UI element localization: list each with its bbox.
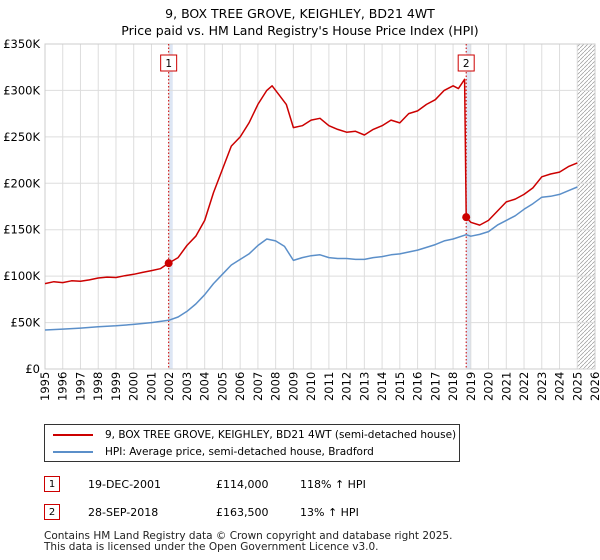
x-tick-label: 2021	[499, 372, 513, 401]
x-tick-label: 2017	[428, 372, 442, 401]
x-tick-label: 2024	[553, 372, 567, 401]
x-tick-label: 2003	[180, 372, 194, 401]
y-tick-label: £300K	[3, 83, 40, 97]
x-tick-label: 2007	[251, 372, 265, 401]
transaction-hpi: 13% ↑ HPI	[300, 505, 359, 519]
x-tick-label: 2012	[340, 372, 354, 401]
x-tick-label: 1997	[73, 372, 87, 401]
legend-label-property: 9, BOX TREE GROVE, KEIGHLEY, BD21 4WT (s…	[105, 429, 457, 441]
plot-area	[45, 44, 595, 369]
legend: 9, BOX TREE GROVE, KEIGHLEY, BD21 4WT (s…	[44, 424, 460, 462]
series-line-property	[44, 78, 578, 285]
forecast-region	[577, 44, 595, 369]
x-tick-label: 2001	[144, 372, 158, 401]
y-tick-label: £0	[25, 362, 40, 376]
x-tick-label: 1996	[56, 372, 70, 401]
y-tick-label: £350K	[3, 37, 40, 51]
x-tick-label: 2000	[127, 372, 141, 401]
transaction-badge: 2	[44, 504, 60, 520]
footer-line: Contains HM Land Registry data © Crown c…	[44, 530, 453, 542]
legend-label-hpi: HPI: Average price, semi-detached house,…	[105, 446, 374, 458]
annotation-label: 1	[165, 58, 172, 70]
sale-marker	[462, 213, 471, 222]
x-tick-label: 2004	[198, 372, 212, 401]
x-tick-label: 2022	[517, 372, 531, 401]
x-tick-label: 2026	[588, 372, 600, 401]
transaction-hpi: 118% ↑ HPI	[300, 477, 366, 491]
x-tick-label: 2002	[162, 372, 176, 401]
transaction-row: 1 19-DEC-2001 £114,000 118% ↑ HPI	[44, 475, 366, 493]
series-line-hpi	[44, 186, 578, 331]
legend-item-property: 9, BOX TREE GROVE, KEIGHLEY, BD21 4WT (s…	[53, 427, 456, 443]
x-tick-label: 2010	[304, 372, 318, 401]
x-tick-label: 2016	[411, 372, 425, 401]
plot-frame	[44, 43, 596, 370]
y-tick-label: £200K	[3, 176, 40, 190]
chart-title: 9, BOX TREE GROVE, KEIGHLEY, BD21 4WT	[165, 6, 435, 21]
transaction-row: 2 28-SEP-2018 £163,500 13% ↑ HPI	[44, 503, 359, 521]
x-tick-label: 2025	[570, 372, 584, 401]
legend-item-hpi: HPI: Average price, semi-detached house,…	[53, 444, 374, 460]
x-tick-label: 2019	[464, 372, 478, 401]
x-tick-label: 2005	[215, 372, 229, 401]
x-tick-label: 2015	[393, 372, 407, 401]
transaction-date: 28-SEP-2018	[88, 505, 159, 519]
transaction-badge: 1	[44, 476, 60, 492]
x-tick-label: 1995	[38, 372, 52, 401]
sale-marker	[164, 259, 173, 268]
transaction-price: £163,500	[216, 505, 269, 519]
x-tick-label: 1998	[91, 372, 105, 401]
price-chart: £0 £50K £100K £150K £200K £250K £300K £350K 1995…	[3, 37, 600, 401]
transaction-price: £114,000	[216, 477, 269, 491]
x-tick-label: 2014	[375, 372, 389, 401]
annotation-box	[160, 54, 178, 72]
shaded-period	[466, 44, 471, 369]
x-tick-label: 2006	[233, 372, 247, 401]
legend-line-hpi	[53, 451, 93, 453]
x-tick-label: 2020	[482, 372, 496, 401]
shaded-period	[168, 44, 173, 369]
x-tick-label: 2011	[322, 372, 336, 401]
transaction-date: 19-DEC-2001	[88, 477, 162, 491]
x-tick-label: 2009	[286, 372, 300, 401]
annotation-box	[457, 54, 475, 72]
y-tick-label: £100K	[3, 269, 40, 283]
y-tick-label: £150K	[3, 223, 40, 237]
y-tick-label: £50K	[11, 316, 41, 330]
x-tick-label: 1999	[109, 372, 123, 401]
footer-line: This data is licensed under the Open Gov…	[44, 541, 379, 553]
chart-subtitle: Price paid vs. HM Land Registry's House …	[121, 23, 479, 38]
legend-line-property	[53, 434, 93, 436]
y-tick-label: £250K	[3, 130, 40, 144]
x-tick-label: 2023	[535, 372, 549, 401]
x-tick-label: 2013	[357, 372, 371, 401]
x-tick-label: 2018	[446, 372, 460, 401]
footer: Contains HM Land Registry data © Crown c…	[44, 531, 452, 553]
annotation-label: 2	[463, 58, 470, 70]
x-tick-label: 2008	[269, 372, 283, 401]
